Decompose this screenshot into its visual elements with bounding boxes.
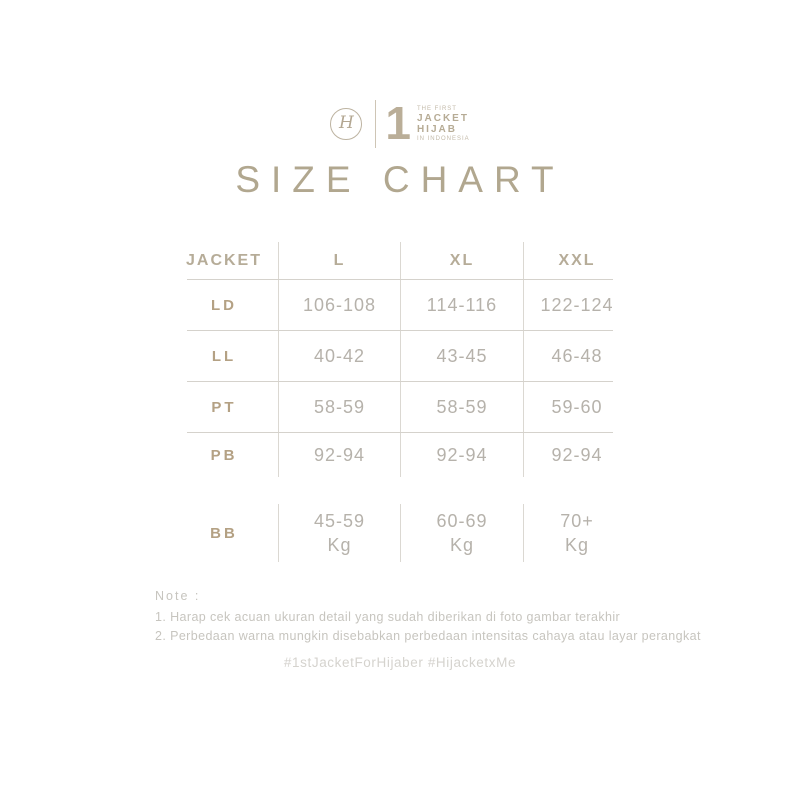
note-item-1: 1. Harap cek acuan ukuran detail yang su…: [155, 610, 621, 624]
row-separator: [187, 432, 613, 433]
size-value: 122-124: [523, 280, 630, 330]
size-value: 106-108: [278, 280, 400, 330]
note-block: Note : 1. Harap cek acuan ukuran detail …: [155, 589, 800, 643]
weight-unit: Kg: [327, 535, 352, 555]
row-separator: [187, 279, 613, 280]
row-label-bb: BB: [210, 524, 238, 542]
size-value: 92-94: [400, 433, 523, 477]
table-row-ll: LL 40-42 43-45 46-48: [170, 331, 630, 381]
row-label-pb: PB: [210, 446, 238, 464]
page-title: SIZE CHART: [235, 159, 565, 200]
badge-bottom-line: IN INDONESIA: [416, 135, 470, 142]
brand-logo: H 1 THE FIRST JACKET HIJAB IN INDONESIA: [0, 0, 800, 148]
weight-range: 70+: [560, 510, 594, 531]
row-separator: [187, 381, 613, 382]
size-value: 114-116: [400, 280, 523, 330]
header-cell-xxl: XXL: [523, 242, 630, 279]
row-label-ld: LD: [211, 296, 237, 314]
size-chart-table: JACKET L XL XXL LD 106-108 114-116 122-1…: [170, 242, 630, 562]
badge-top-line: THE FIRST: [416, 105, 457, 112]
size-value: 46-48: [523, 331, 630, 381]
row-label-pt: PT: [211, 398, 237, 416]
brand-monogram-icon: H: [330, 108, 363, 140]
brand-badge-number: 1: [385, 97, 411, 150]
size-value: 43-45: [400, 331, 523, 381]
header-cell-xl: XL: [400, 242, 523, 279]
header-cell-jacket: JACKET: [185, 251, 262, 269]
badge-word-jacket: JACKET: [416, 112, 469, 124]
size-value: 40-42: [278, 331, 400, 381]
table-row-pb: PB 92-94 92-94 92-94: [170, 433, 630, 477]
table-header-row: JACKET L XL XXL: [170, 242, 630, 279]
size-value: 58-59: [400, 382, 523, 432]
weight-range: 45-59: [313, 510, 366, 531]
table-row-ld: LD 106-108 114-116 122-124: [170, 280, 630, 330]
size-value-weight: 70+ Kg: [523, 504, 630, 562]
size-value-weight: 45-59 Kg: [278, 504, 400, 562]
weight-unit: Kg: [564, 535, 590, 555]
size-value-weight: 60-69 Kg: [400, 504, 523, 562]
size-value: 92-94: [523, 433, 630, 477]
size-value: 92-94: [278, 433, 400, 477]
table-row-bb: BB 45-59 Kg 60-69 Kg 70+ Kg: [170, 504, 630, 562]
note-label: Note :: [155, 589, 201, 603]
weight-unit: Kg: [449, 535, 475, 555]
size-value: 59-60: [523, 382, 630, 432]
weight-range: 60-69: [436, 510, 488, 531]
brand-badge-text: THE FIRST JACKET HIJAB IN INDONESIA: [417, 106, 470, 143]
row-label-ll: LL: [211, 347, 237, 365]
badge-word-hijab: HIJAB: [416, 124, 457, 135]
logo-divider: [375, 100, 377, 148]
size-value: 58-59: [278, 382, 400, 432]
brand-monogram-letter: H: [338, 113, 354, 133]
header-cell-l: L: [278, 242, 400, 279]
hashtags: #1stJacketForHijaber #HijacketxMe: [283, 655, 517, 670]
row-separator: [187, 330, 613, 331]
note-item-2: 2. Perbedaan warna mungkin disebabkan pe…: [155, 629, 701, 643]
table-row-pt: PT 58-59 58-59 59-60: [170, 382, 630, 432]
